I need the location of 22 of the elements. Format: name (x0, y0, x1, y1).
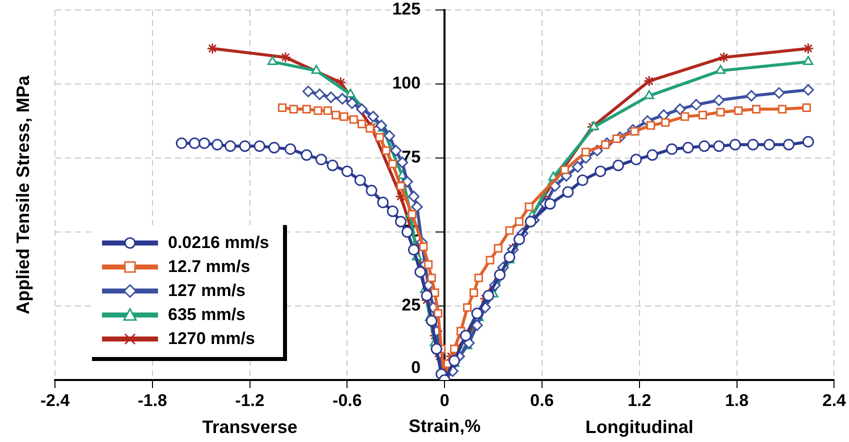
legend-label: 0.0216 mm/s (168, 233, 270, 253)
y-tick-label: 125 (392, 0, 421, 19)
x-axis-title: Strain,% (408, 416, 481, 436)
y-tick-label: 25 (402, 296, 421, 315)
legend-label: 1270 mm/s (168, 329, 255, 349)
x-tick-label: -1.8 (138, 390, 168, 410)
x-tick-label: -2.4 (40, 390, 70, 410)
y-tick-label: 100 (392, 74, 421, 93)
x-tick-label: -0.6 (332, 390, 362, 410)
legend-label: 635 mm/s (168, 305, 246, 325)
x-tick-label: 1.2 (628, 390, 652, 410)
text: Longitudinal (585, 416, 694, 437)
legend-label: 12.7 mm/s (168, 257, 250, 277)
x-tick-label: 0.6 (530, 390, 554, 410)
y-tick-label: 0 (411, 358, 421, 378)
x-tick-label: 2.4 (822, 390, 847, 410)
x-tick-label: -1.2 (235, 390, 264, 410)
y-axis-title: Applied Tensile Stress, MPa (12, 74, 33, 314)
legend-label: 127 mm/s (168, 281, 246, 301)
x-tick-label: 1.8 (724, 390, 749, 410)
x-tick-label: 0 (440, 390, 450, 410)
text: Transverse (202, 416, 298, 437)
